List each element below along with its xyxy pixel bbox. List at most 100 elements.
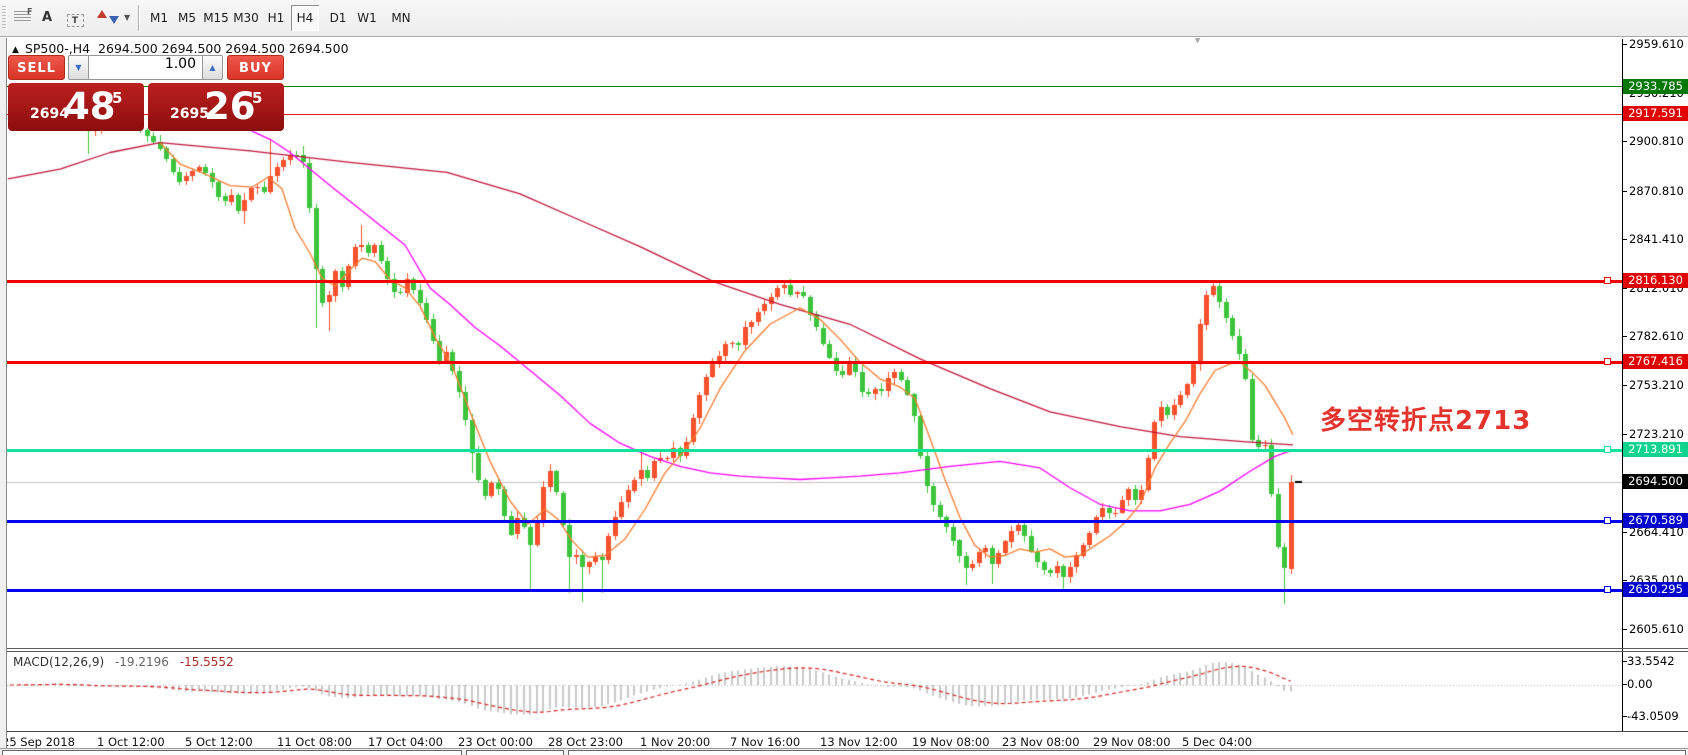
macd-axis-label: 33.5542 (1627, 654, 1675, 668)
time-axis-label: 7 Nov 16:00 (730, 735, 801, 749)
sell-price-box[interactable]: 2694 48 5 (8, 83, 144, 131)
arrows-dropdown-caret[interactable]: ▼ (124, 13, 131, 22)
one-click-trade-panel: SELL ▼ 1.00 ▲ BUY 2694 48 5 2695 26 5 (8, 55, 284, 131)
price-tick-dash (1622, 434, 1627, 435)
docked-window-edge (466, 750, 564, 755)
text-label-icon[interactable]: T (62, 5, 88, 31)
price-badge-2767.416: 2767.416 (1623, 354, 1688, 369)
macd-indicator-name: MACD(12,26,9) (13, 655, 105, 669)
sell-price-prefix: 2694 (30, 106, 69, 122)
timeframe-button-h4[interactable]: H4 (291, 5, 319, 31)
ohlc-values: 2694.500 2694.500 2694.500 2694.500 (98, 41, 349, 56)
price-tick-label: 2782.610 (1629, 329, 1684, 343)
price-tick-label: 2605.610 (1629, 622, 1684, 636)
timeframe-button-m30[interactable]: M30 (233, 11, 259, 25)
time-axis-label: 13 Nov 12:00 (820, 735, 898, 749)
chart-quote-line: ▲ SP500-,H4 2694.500 2694.500 2694.500 26… (12, 41, 349, 56)
volume-decrease-button[interactable]: ▼ (68, 55, 89, 80)
pane-separator-top[interactable] (0, 648, 1688, 649)
macd-axis-label: -43.0509 (1627, 709, 1679, 723)
price-tick-dash (1622, 141, 1627, 142)
hline-2767.416[interactable] (7, 361, 1622, 364)
timeframe-button-m5[interactable]: M5 (178, 11, 196, 25)
timeframe-button-m15[interactable]: M15 (203, 11, 229, 25)
volume-input[interactable]: 1.00 (89, 55, 202, 80)
hline-2933.785[interactable] (7, 86, 1622, 87)
time-axis-label: 28 Oct 23:00 (548, 735, 623, 749)
chart-scroll-caret-icon[interactable]: ▼ (1193, 31, 1203, 45)
hline-2713.891[interactable] (7, 449, 1622, 452)
toolbar-separator (138, 5, 140, 31)
price-badge-2917.591: 2917.591 (1623, 106, 1688, 121)
arrow-up-glyph (96, 10, 107, 18)
hline-handle-2670.589[interactable] (1604, 517, 1611, 524)
price-badge-2694.500: 2694.500 (1623, 474, 1688, 489)
macd-axis-dash (1622, 661, 1627, 662)
time-axis-label: 11 Oct 08:00 (277, 735, 352, 749)
hline-handle-2816.130[interactable] (1604, 277, 1611, 284)
hline-2917.591[interactable] (7, 114, 1622, 115)
bottom-dock-strip (0, 748, 1688, 755)
fibonacci-icon[interactable]: F (10, 5, 34, 31)
buy-price-sup: 5 (252, 89, 263, 107)
price-tick-dash (1622, 191, 1627, 192)
hline-handle-2630.295[interactable] (1604, 586, 1611, 593)
price-tick-dash (1622, 239, 1627, 240)
text-icon[interactable]: A (41, 10, 53, 25)
chart-text-annotation[interactable]: 多空转折点2713 (1320, 406, 1532, 436)
time-axis-label: 1 Oct 12:00 (97, 735, 165, 749)
price-tick-label: 2959.610 (1629, 37, 1684, 51)
price-tick-dash (1622, 288, 1627, 289)
docked-window-edge (568, 750, 1686, 755)
price-tick-label: 2870.810 (1629, 184, 1684, 198)
arrows-icon[interactable] (96, 5, 122, 31)
hline-2630.295[interactable] (7, 589, 1622, 592)
price-badge-2670.589: 2670.589 (1623, 513, 1688, 528)
timeframe-button-w1[interactable]: W1 (357, 11, 377, 25)
symbol-marker-icon: ▲ (12, 45, 19, 55)
timeframe-button-h1[interactable]: H1 (267, 11, 285, 25)
pane-separator-bottom[interactable] (0, 651, 1688, 652)
macd-axis-dash (1622, 716, 1627, 717)
price-tick-dash (1622, 532, 1627, 533)
sell-price-big: 48 (64, 85, 116, 128)
price-badge-2933.785: 2933.785 (1623, 79, 1688, 94)
timeframe-button-d1[interactable]: D1 (329, 11, 347, 25)
price-tick-label: 2753.210 (1629, 378, 1684, 392)
sell-button[interactable]: SELL (8, 55, 65, 80)
time-axis-label: 23 Oct 00:00 (458, 735, 533, 749)
fibonacci-f-glyph: F (27, 7, 33, 16)
hline-handle-2713.891[interactable] (1604, 446, 1611, 453)
price-badge-2630.295: 2630.295 (1623, 582, 1688, 597)
hline-2670.589[interactable] (7, 520, 1622, 523)
time-axis-label: 23 Nov 08:00 (1002, 735, 1080, 749)
toolbar-drag-handle[interactable] (2, 6, 7, 30)
price-tick-label: 2664.410 (1629, 525, 1684, 539)
volume-increase-button[interactable]: ▲ (202, 55, 223, 80)
time-axis-line (0, 731, 1688, 732)
hline-2816.130[interactable] (7, 280, 1622, 283)
time-axis-label: 19 Nov 08:00 (912, 735, 990, 749)
macd-axis-dash (1622, 684, 1627, 685)
price-tick-label: 2723.210 (1629, 427, 1684, 441)
timeframe-button-mn[interactable]: MN (391, 11, 411, 25)
price-tick-label: 2900.810 (1629, 134, 1684, 148)
time-axis-label: 1 Nov 20:00 (640, 735, 711, 749)
price-tick-dash (1622, 385, 1627, 386)
price-tick-dash (1622, 336, 1627, 337)
window-left-border (6, 38, 7, 755)
time-axis-label: 29 Nov 08:00 (1093, 735, 1171, 749)
window-left-gutter (0, 38, 6, 755)
price-badge-2713.891: 2713.891 (1623, 442, 1688, 457)
docked-window-edge (2, 750, 462, 755)
text-label-box-glyph: T (66, 14, 84, 27)
time-axis-label: 17 Oct 04:00 (368, 735, 443, 749)
timeframe-button-m1[interactable]: M1 (150, 11, 168, 25)
hline-handle-2767.416[interactable] (1604, 358, 1611, 365)
buy-button[interactable]: BUY (227, 55, 284, 80)
price-tick-dash (1622, 44, 1627, 45)
price-tick-dash (1622, 580, 1627, 581)
buy-price-box[interactable]: 2695 26 5 (148, 83, 284, 131)
macd-header: MACD(12,26,9) -19.2196 -15.5552 (13, 655, 234, 669)
